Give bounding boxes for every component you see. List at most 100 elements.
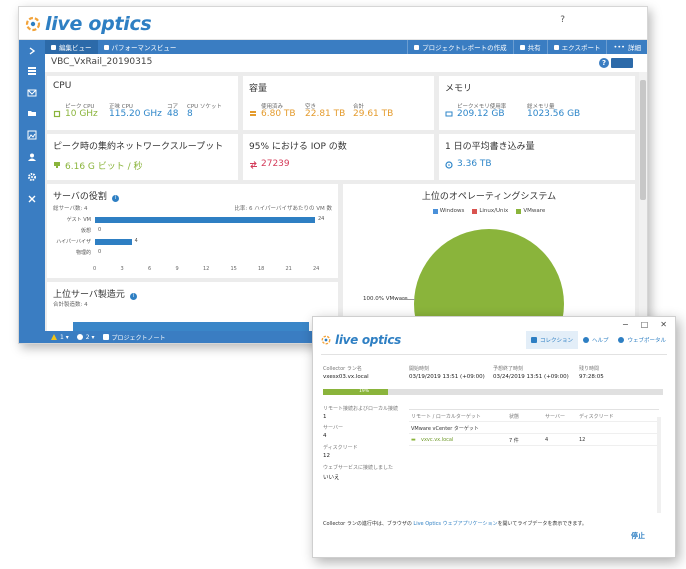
collector-logo: live optics [321, 333, 401, 347]
capacity-title: 容量 [249, 84, 268, 94]
bar-value-label: 0 [98, 249, 102, 255]
server-roles-title: サーバの役割 i [53, 189, 119, 202]
maximize-button[interactable]: □ [640, 320, 649, 329]
collection-icon [530, 337, 537, 343]
window-controls: − □ ✕ [610, 320, 667, 329]
servers-label: サーバー [323, 425, 343, 431]
run-name-label: Collector ラン名 [323, 366, 362, 372]
top-os-card: 上位のオペレーティングシステム Windows Linux/Unix VMwar… [343, 184, 635, 331]
capacity-card: 容量 使用済み 6.80 TB 空き 22.81 TB 合計 29.61 TB [243, 76, 434, 130]
col-state: 状態 [509, 414, 520, 420]
footer-note: Collector ランの進行中は、ブラウザの Live Optics ウェブア… [323, 521, 587, 527]
x-tick-label: 18 [258, 266, 265, 272]
bar-category-label: 仮想 [80, 228, 91, 234]
main-window: live optics ? 編集ビュー [18, 6, 648, 344]
manufacturers-title: 上位サーバ製造元 i [53, 287, 137, 300]
connections-label: リモート接続およびローカル接続 [323, 406, 399, 412]
project-name: VBC_VxRail_20190315 [51, 57, 153, 67]
folder-icon[interactable] [25, 106, 39, 120]
iops-value: 27239 [261, 159, 290, 169]
throughput-card: ピーク時の集約ネットワークスループット 6.16 G ビット / 秒 [47, 134, 238, 180]
image-icon[interactable] [25, 128, 39, 142]
gear-icon[interactable] [25, 170, 39, 184]
minimize-button[interactable]: − [622, 320, 629, 329]
list-icon[interactable] [25, 64, 39, 78]
peak-memory-value: 209.12 GB [457, 109, 505, 119]
user-icon[interactable] [25, 150, 39, 164]
export-icon [553, 44, 559, 50]
web-service-label: ウェブサービスに接続しました [323, 465, 394, 471]
disks-label: ディスクリード [323, 445, 358, 451]
net-cpu-value: 115.20 GHz [109, 109, 162, 119]
stop-button[interactable]: 停止 [631, 532, 645, 540]
expand-chevron-icon[interactable] [25, 44, 39, 58]
info-icon[interactable]: i [111, 195, 119, 202]
col-disks: ディスクリード [579, 414, 614, 420]
export-button[interactable]: エクスポート [546, 40, 607, 54]
tab-performance-view[interactable]: パフォーマンスビュー [98, 40, 183, 54]
net-cpu-label: 正味 CPU [109, 104, 133, 110]
bar-value-label: 4 [134, 238, 138, 244]
notes-icon [102, 334, 109, 340]
edit-project-button[interactable] [611, 58, 633, 68]
bar-value-label: 0 [98, 227, 102, 233]
storage-icon [250, 111, 256, 116]
web-app-link[interactable]: Live Optics ウェブアプリケーション [413, 521, 498, 527]
details-button[interactable]: ••• 詳細 [606, 40, 647, 54]
target-scrollbar[interactable] [657, 417, 661, 513]
warnings-indicator[interactable]: 1 ▾ [51, 334, 69, 341]
disks-value: 12 [323, 453, 330, 459]
info-icon[interactable]: i [129, 293, 137, 300]
x-tick-label: 12 [203, 266, 210, 272]
tab-collection[interactable]: コレクション [525, 331, 578, 349]
iops-card: 95% における IOP の数 27239 [243, 134, 434, 180]
throughput-value: 6.16 G ビット / 秒 [65, 162, 143, 172]
manufacturer-bar [73, 322, 309, 331]
network-icon [54, 162, 60, 168]
memory-card: メモリ ピークメモリ使用率 209.12 GB 総メモリ量 1023.56 GB [439, 76, 635, 130]
logo-text: live optics [335, 333, 402, 347]
servers-value: 4 [323, 433, 327, 439]
bar-mark [95, 239, 132, 245]
project-notes-button[interactable]: プロジェクトノート [102, 333, 166, 342]
end-time-label: 予想終了時刻 [493, 366, 524, 372]
server-roles-bar-chart: ゲスト VM 24 仮想 0 ハイパーバイザ 4 物理的 0 0 3 6 9 12 15 18 21 24 [47, 214, 338, 278]
top-os-title: 上位のオペレーティングシステム [421, 192, 557, 202]
free-label: 空き [305, 104, 317, 110]
target-servers: 4 [545, 437, 549, 443]
create-report-button[interactable]: プロジェクトレポートの作成 [407, 40, 513, 54]
x-tick-label: 15 [230, 266, 237, 272]
tools-icon[interactable] [25, 192, 39, 206]
target-state: 7 件 [509, 438, 519, 444]
start-time-value: 03/19/2019 13:51 (+09:00) [409, 374, 485, 380]
info-help-icon[interactable]: ? [599, 58, 609, 68]
collector-nav: コレクション ヘルプ ウェブポータル [525, 331, 671, 349]
end-time-value: 03/24/2019 13:51 (+09:00) [493, 374, 569, 380]
remaining-label: 残り時間 [579, 366, 600, 372]
cpu-chip-icon [53, 110, 61, 118]
tab-help[interactable]: ヘルプ [578, 331, 614, 349]
tab-edit-view[interactable]: 編集ビュー [45, 40, 98, 54]
throughput-title: ピーク時の集約ネットワークスループット [53, 142, 224, 152]
col-target: リモート / ローカルターゲット [411, 414, 481, 420]
x-tick-label: 6 [148, 266, 152, 272]
x-tick-label: 0 [93, 266, 97, 272]
tab-web-portal[interactable]: ウェブポータル [613, 331, 671, 349]
target-group-label: VMware vCenter ターゲット [411, 426, 479, 432]
legend-linux: Linux/Unix [472, 208, 508, 214]
cpu-sockets-value: 8 [187, 109, 193, 119]
share-button[interactable]: 共有 [512, 40, 547, 54]
peak-cpu-value: 10 GHz [65, 109, 98, 119]
iops-title: 95% における IOP の数 [249, 142, 347, 152]
app-logo: live optics [25, 13, 152, 35]
bar-category-label: ハイパーバイザ [56, 239, 91, 245]
table-row[interactable]: ▬ vxvc.vx.local 7 件 4 12 [409, 434, 659, 446]
help-button[interactable]: ? [560, 15, 565, 25]
col-servers: サーバー [545, 414, 565, 420]
mail-icon[interactable] [25, 86, 39, 100]
close-button[interactable]: ✕ [660, 320, 667, 329]
target-table: リモート / ローカルターゲット 状態 サーバー ディスクリード VMware … [409, 409, 659, 519]
main-scrollbar[interactable] [639, 72, 647, 331]
info-indicator[interactable]: 2 ▾ [76, 334, 95, 341]
os-slice-label: 100.0% VMware [363, 296, 408, 302]
